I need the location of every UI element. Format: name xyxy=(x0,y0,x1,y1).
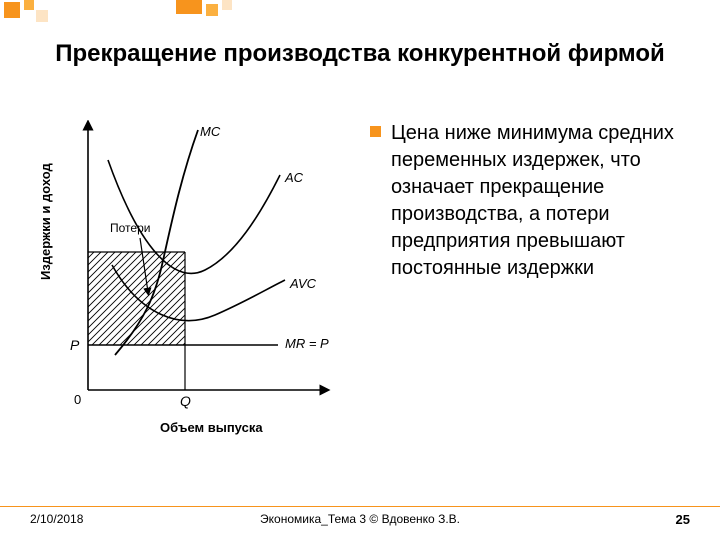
origin-label: 0 xyxy=(74,392,81,407)
slide-decoration xyxy=(0,0,720,28)
slide-title: Прекращение производства конкурентной фи… xyxy=(30,40,690,69)
slide-footer: 2/10/2018 Экономика_Тема 3 © Вдовенко З.… xyxy=(0,506,720,526)
x-axis-label: Объем выпуска xyxy=(160,420,263,435)
bullet-text: Цена ниже минимума средних переменных из… xyxy=(391,120,690,282)
mr-label: MR = P xyxy=(285,336,329,351)
footer-credit: Экономика_Тема 3 © Вдовенко З.В. xyxy=(0,512,720,526)
q-label: Q xyxy=(180,393,191,409)
ac-label: AC xyxy=(284,170,304,185)
bullet-item: Цена ниже минимума средних переменных из… xyxy=(370,120,690,282)
shutdown-chart: MR = P P Q AVC AC MC Потери 0 Объем выпу… xyxy=(30,120,350,460)
p-label: P xyxy=(70,337,80,353)
bullet-square-icon xyxy=(370,126,381,137)
y-axis-label: Издержки и доход xyxy=(38,162,53,280)
footer-accent-line xyxy=(0,506,720,507)
bullet-list: Цена ниже минимума средних переменных из… xyxy=(370,120,690,282)
chart-svg: MR = P P Q AVC AC MC Потери 0 Объем выпу… xyxy=(30,120,350,460)
loss-label: Потери xyxy=(110,221,150,235)
avc-label: AVC xyxy=(289,276,317,291)
footer-page-number: 25 xyxy=(676,512,690,527)
mc-label: MC xyxy=(200,124,221,139)
